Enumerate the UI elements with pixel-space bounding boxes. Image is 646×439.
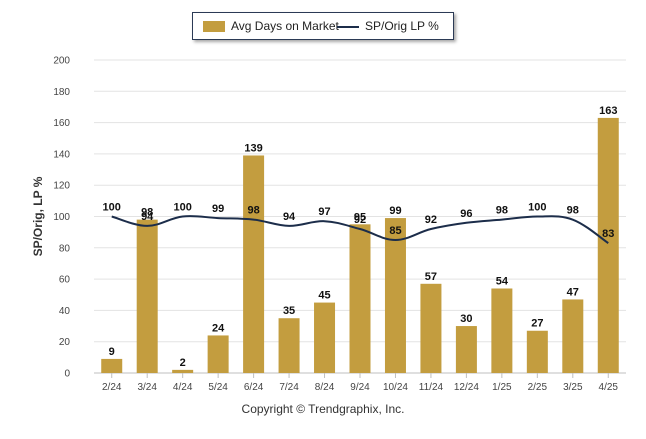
line-value-label: 100 [528, 202, 546, 214]
bar-value-label: 54 [496, 275, 509, 287]
line-value-label: 92 [354, 214, 366, 226]
bar [526, 330, 548, 373]
y-tick-label: 40 [59, 306, 71, 317]
bar [420, 283, 442, 373]
x-tick-label: 2/25 [528, 382, 548, 393]
legend-label-days-on-market: Avg Days on Market [231, 19, 339, 33]
bar-value-label: 24 [212, 322, 225, 334]
bar [243, 155, 265, 373]
line-value-label: 98 [567, 205, 579, 217]
bar-value-label: 45 [318, 290, 330, 302]
bar [207, 335, 229, 373]
y-tick-label: 0 [64, 369, 70, 380]
legend-swatch-days-on-market [203, 21, 225, 32]
bar [136, 219, 158, 373]
bar [172, 369, 194, 373]
line-value-label: 98 [496, 205, 508, 217]
bar-value-label: 98 [141, 207, 153, 219]
line-value-label: 92 [425, 214, 437, 226]
bar-value-label: 95 [354, 211, 366, 223]
y-tick-label: 180 [53, 87, 70, 98]
line-value-label: 100 [103, 202, 121, 214]
bar-value-label: 99 [389, 205, 401, 217]
y-tick-label: 120 [53, 181, 70, 192]
x-tick-label: 10/24 [383, 382, 408, 393]
line-value-label: 94 [283, 211, 296, 223]
bar [314, 302, 336, 373]
bar [101, 358, 123, 373]
x-tick-label: 4/24 [173, 382, 193, 393]
legend-swatch-sp-orig-lp [337, 26, 359, 28]
line-value-label: 85 [389, 225, 401, 237]
y-axis-title: SP/Orig, LP % [31, 176, 45, 256]
copyright-footer: Copyright © Trendgraphix, Inc. [241, 402, 405, 416]
bar-value-label: 139 [244, 142, 262, 154]
line-value-label: 94 [141, 211, 154, 223]
bar-value-label: 9 [109, 346, 115, 358]
x-tick-label: 4/25 [599, 382, 619, 393]
y-tick-label: 200 [53, 56, 70, 67]
x-tick-label: 1/25 [492, 382, 512, 393]
bar [455, 326, 477, 373]
bar [491, 288, 513, 373]
line-value-label: 99 [212, 203, 224, 215]
x-tick-label: 11/24 [419, 382, 444, 393]
bar-value-label: 30 [460, 313, 472, 325]
bar [349, 224, 371, 373]
x-tick-label: 12/24 [454, 382, 479, 393]
line-value-label: 100 [173, 202, 191, 214]
bar [384, 218, 406, 373]
x-tick-label: 5/24 [208, 382, 228, 393]
sp-orig-lp-line [111, 215, 609, 244]
bar-value-label: 163 [599, 105, 617, 117]
bar-value-label: 27 [531, 318, 543, 330]
line-value-label: 96 [460, 208, 472, 220]
x-tick-label: 8/24 [315, 382, 335, 393]
y-tick-label: 100 [53, 212, 70, 223]
bar [278, 318, 300, 373]
y-tick-label: 20 [59, 337, 71, 348]
bar-value-label: 47 [567, 286, 579, 298]
bar [597, 117, 619, 373]
bar-value-label: 57 [425, 271, 437, 283]
bar-value-label: 35 [283, 305, 295, 317]
x-tick-label: 6/24 [244, 382, 264, 393]
x-tick-label: 2/24 [102, 382, 122, 393]
legend-label-sp-orig-lp: SP/Orig LP % [365, 19, 439, 33]
line-value-label: 98 [247, 205, 259, 217]
y-tick-label: 60 [59, 275, 71, 286]
bar-value-label: 2 [180, 357, 186, 369]
y-tick-label: 140 [53, 149, 70, 160]
bar [562, 299, 584, 373]
x-tick-label: 7/24 [279, 382, 299, 393]
line-value-label: 83 [602, 228, 614, 240]
chart-legend: Avg Days on Market SP/Orig LP % [192, 12, 454, 40]
x-tick-label: 3/25 [563, 382, 583, 393]
y-tick-label: 160 [53, 118, 70, 129]
x-tick-label: 3/24 [137, 382, 157, 393]
x-tick-label: 9/24 [350, 382, 370, 393]
y-tick-label: 80 [59, 243, 71, 254]
line-value-label: 97 [318, 206, 330, 218]
